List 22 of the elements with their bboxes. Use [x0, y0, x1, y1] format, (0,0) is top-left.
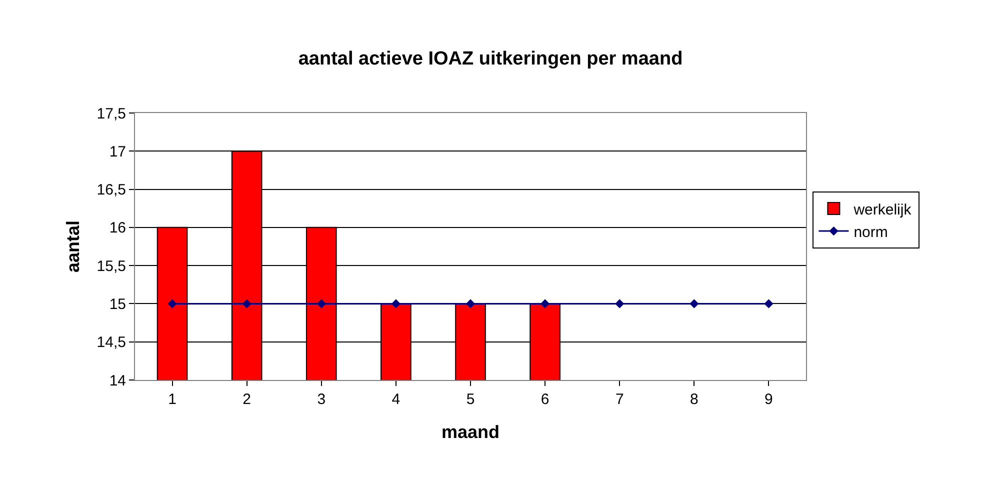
- y-tick-label: 17,5: [96, 105, 126, 122]
- y-tick-label: 14: [109, 372, 126, 390]
- x-tick-label: 1: [168, 391, 176, 408]
- legend-label: werkelijk: [852, 201, 912, 218]
- x-tick-label: 6: [540, 391, 550, 408]
- legend-label: norm: [854, 224, 888, 241]
- y-tick-label: 15,5: [96, 258, 126, 275]
- y-tick-label: 14,5: [96, 334, 126, 352]
- x-tick-label: 9: [764, 391, 773, 408]
- chart-title: aantal actieve IOAZ uitkeringen per maand: [298, 48, 683, 70]
- y-tick-label: 17: [109, 143, 126, 160]
- x-tick-label: 2: [242, 391, 251, 408]
- y-tick-label: 16,5: [96, 182, 126, 199]
- y-tick-label: 15: [109, 296, 126, 313]
- x-tick-label: 8: [690, 391, 698, 408]
- x-tick-label: 5: [466, 391, 475, 408]
- x-tick-label: 3: [317, 391, 326, 408]
- x-tick-label: 4: [392, 391, 400, 408]
- x-axis-title: maand: [441, 422, 500, 442]
- y-axis-title: aantal: [62, 220, 83, 273]
- x-tick-label: 7: [615, 391, 624, 408]
- y-tick-label: 16: [109, 220, 126, 237]
